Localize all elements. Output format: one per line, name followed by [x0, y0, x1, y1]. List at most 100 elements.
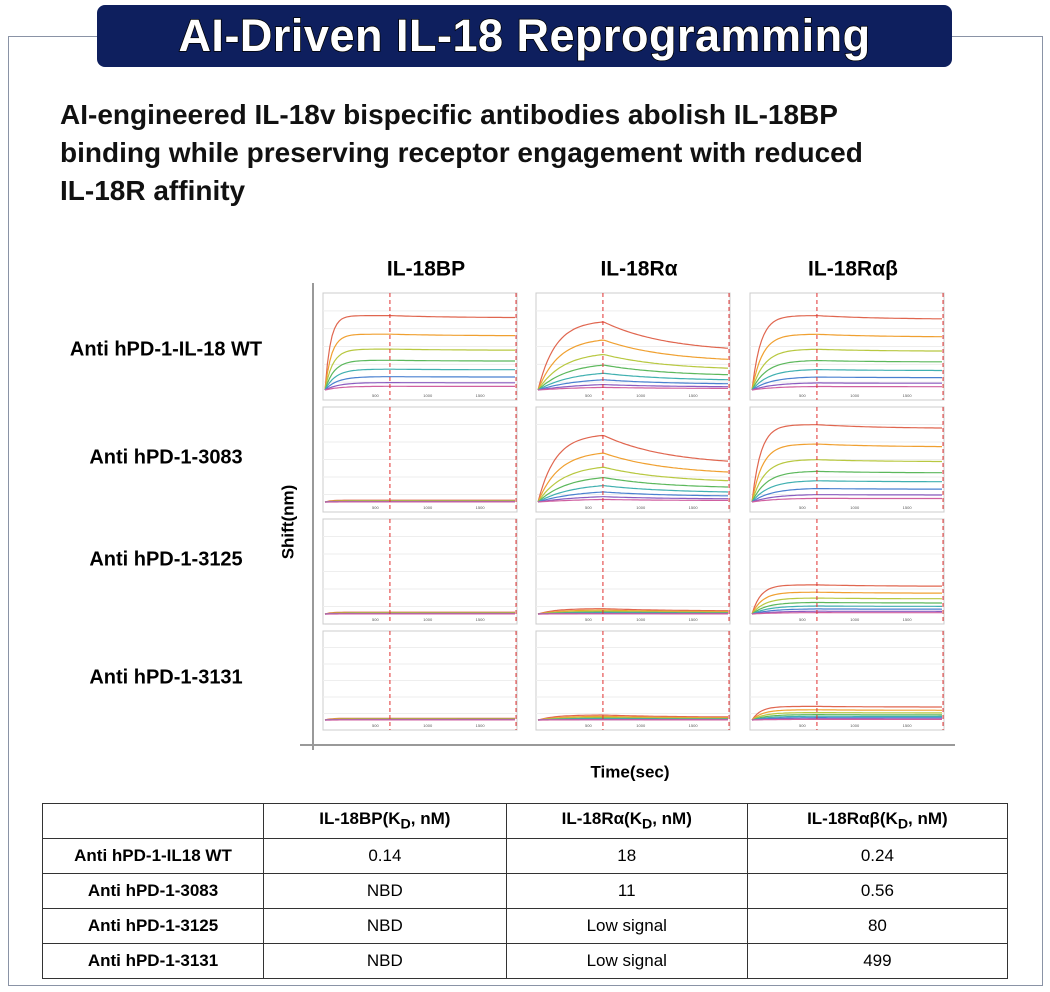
- header-part: , nM): [652, 809, 692, 829]
- sensorgram-curve: [537, 372, 728, 391]
- table-cell: 0.24: [746, 838, 1009, 874]
- panel-tick-label: 1000: [423, 393, 433, 398]
- table-header-cell: IL-18Rαβ(KD, nM): [746, 803, 1009, 839]
- sensorgram-curve: [751, 591, 942, 615]
- panel-tick-label: 500: [372, 617, 379, 622]
- sensorgram-curve: [751, 705, 942, 721]
- sensorgram-curve: [537, 379, 728, 391]
- sensorgram-curve: [751, 601, 942, 615]
- sensorgram-curve: [751, 369, 942, 391]
- sensorgram-curve: [751, 488, 942, 503]
- row-header: Anti hPD-1-IL18 WT: [42, 838, 264, 874]
- panel-tick-label: 1000: [636, 505, 646, 510]
- title: AI-Driven IL-18 Reprogramming: [178, 9, 871, 62]
- sensorgram-curve: [537, 485, 729, 503]
- panel-tick-label: 1000: [636, 723, 646, 728]
- table-header-cell: IL-18BP(KD, nM): [263, 803, 507, 839]
- table-cell: 0.14: [263, 838, 507, 874]
- table-row: Anti hPD-1-3125 NBD Low signal 80: [42, 908, 1009, 944]
- panel-tick-label: 500: [799, 505, 806, 510]
- sensorgram-curve: [751, 348, 942, 391]
- panel-tick-label: 1500: [903, 617, 913, 622]
- y-axis-label: Shift(nm): [278, 485, 297, 560]
- sensorgram-curve: [537, 498, 728, 503]
- panel-tick-label: 1500: [476, 723, 486, 728]
- row-label: Anti hPD-1-3125: [89, 548, 242, 570]
- table-cell: NBD: [263, 873, 507, 909]
- panel-tick-label: 1500: [476, 505, 486, 510]
- sensorgram-curve: [751, 494, 942, 503]
- panel-tick-label: 500: [372, 723, 379, 728]
- sensorgram-curve: [537, 386, 728, 391]
- table-row: Anti hPD-1-IL18 WT 0.14 18 0.24: [42, 838, 1009, 874]
- panel-tick-label: 1000: [636, 617, 646, 622]
- table-cell: Low signal: [505, 908, 748, 944]
- panel-tick-label: 1500: [689, 723, 699, 728]
- sensorgram-curve: [751, 718, 942, 721]
- sensorgram-curve: [751, 360, 942, 391]
- sensorgram-curve: [751, 333, 942, 391]
- sensorgram-curve: [751, 480, 942, 503]
- sensorgram-curve: [537, 477, 728, 503]
- panel-tick-label: 500: [585, 617, 592, 622]
- panel-tick-label: 1500: [689, 393, 699, 398]
- panel-tick-label: 1500: [903, 505, 913, 510]
- panel-tick-label: 500: [372, 393, 379, 398]
- panel-tick-label: 1000: [850, 723, 860, 728]
- panel-tick-label: 1000: [850, 393, 860, 398]
- sensorgram-curve: [751, 376, 942, 391]
- sensorgram-curve: [537, 714, 728, 721]
- x-axis-label: Time(sec): [590, 762, 669, 781]
- panel-tick-label: 500: [799, 393, 806, 398]
- sensorgram-curve: [751, 715, 942, 721]
- table-header-cell: IL-18Rα(KD, nM): [505, 803, 748, 839]
- row-label: Anti hPD-1-IL-18 WT: [70, 338, 262, 360]
- panel-tick-label: 1000: [423, 505, 433, 510]
- panel-tick-label: 1500: [689, 505, 699, 510]
- sensorgram-curve: [751, 610, 942, 615]
- sensorgram-curve: [537, 715, 729, 721]
- column-label: IL-18Rα: [600, 258, 677, 281]
- row-header: Anti hPD-1-3083: [42, 873, 264, 909]
- table-cell: Low signal: [505, 943, 748, 979]
- sensorgram-curve: [537, 321, 729, 391]
- header-part: IL-18Rαβ(K: [807, 809, 898, 829]
- panel-tick-label: 500: [585, 723, 592, 728]
- panel-tick-label: 1500: [476, 393, 486, 398]
- panel-tick-label: 1500: [903, 723, 913, 728]
- sensorgram-curve: [751, 424, 942, 503]
- header-part: D: [400, 816, 411, 833]
- subtitle: AI-engineered IL-18v bispecific antibodi…: [60, 96, 863, 210]
- sensorgram-curve: [324, 315, 515, 391]
- sensorgram-curve: [324, 376, 515, 391]
- header-part: IL-18BP(K: [319, 809, 401, 829]
- panel-tick-label: 500: [372, 505, 379, 510]
- table-cell: 11: [505, 873, 748, 909]
- panel-tick-label: 1500: [689, 617, 699, 622]
- table-cell: 499: [746, 943, 1009, 979]
- panel-tick-label: 1000: [850, 505, 860, 510]
- column-label: IL-18BP: [387, 258, 465, 281]
- table-row: Anti hPD-1-3083 NBD 11 0.56: [42, 873, 1009, 909]
- header-part: D: [897, 816, 909, 833]
- row-label: Anti hPD-1-3083: [89, 446, 242, 468]
- subtitle-line: IL-18R affinity: [60, 175, 246, 206]
- sensorgram-curve: [324, 385, 515, 391]
- header-part: , nM): [908, 809, 948, 829]
- sensorgram-curve: [537, 608, 728, 615]
- row-header: Anti hPD-1-3125: [42, 908, 264, 944]
- table-cell: NBD: [263, 943, 507, 979]
- sensorgram-curve: [751, 717, 942, 721]
- sensorgram-curve: [537, 434, 729, 503]
- sensorgram-curve: [537, 496, 728, 503]
- sensorgram-curve: [537, 339, 729, 391]
- sensorgram-curve: [537, 384, 728, 391]
- sensorgram-curve: [751, 443, 942, 503]
- sensorgram-curve: [751, 597, 943, 615]
- table-header-row: IL-18BP(KD, nM) IL-18Rα(KD, nM) IL-18Rαβ(K…: [42, 803, 1009, 839]
- panel-tick-label: 1000: [423, 723, 433, 728]
- sensorgram-curve: [751, 459, 942, 503]
- panel-tick-label: 1000: [636, 393, 646, 398]
- sensorgram-curve: [537, 466, 729, 503]
- sensorgram-curve: [537, 353, 729, 391]
